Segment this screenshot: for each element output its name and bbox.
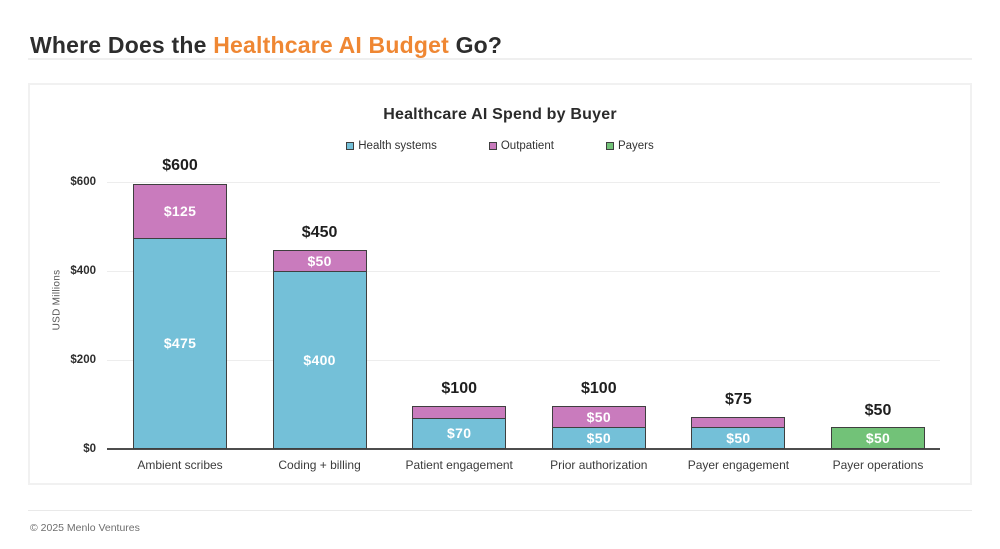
bar-total-label: $100	[581, 379, 617, 397]
y-tick-label: $0	[83, 443, 96, 455]
legend-swatch-icon	[488, 142, 497, 150]
bar-patient-engagement: $70	[412, 406, 507, 449]
segment-value-label: $50	[586, 429, 611, 446]
bar-segment-health-systems: $50	[551, 426, 646, 449]
segment-value-label: $125	[163, 203, 197, 220]
segment-value-label: $50	[726, 429, 751, 446]
bar-payer-engagement: $50	[691, 417, 786, 449]
segment-value-label: $475	[163, 335, 197, 352]
page-title-highlight: Healthcare AI Budget	[213, 32, 449, 59]
chart-legend: Health systems Outpatient Payers	[28, 140, 972, 152]
y-axis-title: USD Millions	[51, 269, 63, 331]
plot-area: $125 $475 $600 Ambient scribes $50 $400 $450 Co…	[107, 157, 940, 472]
gridline-400	[107, 271, 940, 272]
bar-payer-operations: $50	[831, 426, 925, 449]
legend-swatch-icon	[346, 142, 355, 150]
bar-coding-billing: $50 $400	[272, 250, 367, 449]
y-tick-label: $400	[70, 265, 96, 277]
bar-segment-payers: $50	[831, 426, 925, 449]
bar-total-label: $450	[301, 223, 338, 241]
segment-value-label: $400	[303, 352, 336, 368]
bar-total-label: $100	[441, 379, 477, 397]
bar-total-label: $600	[162, 157, 198, 174]
page-title-prefix: Where Does the	[30, 32, 214, 59]
bar-segment-health-systems: $400	[272, 271, 367, 449]
segment-value-label: $50	[586, 409, 611, 426]
segment-value-label: $50	[865, 429, 891, 446]
x-category-label: Ambient scribes	[137, 458, 223, 472]
x-axis-line	[107, 448, 940, 450]
legend-swatch-icon	[605, 142, 614, 150]
bar-segment-outpatient: $50	[551, 406, 646, 429]
legend-label: Outpatient	[500, 140, 554, 152]
footer-copyright: © 2025 Menlo Ventures	[30, 522, 140, 534]
legend-label: Health systems	[358, 140, 437, 152]
x-category-label: Coding + billing	[278, 458, 361, 472]
segment-value-label: $50	[307, 253, 332, 270]
legend-item-outpatient: Outpatient	[488, 140, 554, 152]
legend-item-payers: Payers	[605, 140, 654, 152]
bar-segment-health-systems: $70	[412, 417, 507, 449]
bar-total-label: $75	[725, 390, 752, 408]
page-title: Where Does the Healthcare AI Budget Go?	[30, 32, 502, 59]
x-category-label: Patient engagement	[405, 458, 513, 472]
legend-item-health-systems: Health systems	[346, 140, 437, 152]
y-tick-label: $200	[70, 354, 96, 366]
footer-divider	[28, 510, 972, 511]
header-divider	[28, 58, 972, 60]
bar-ambient-scribes: $125 $475	[133, 183, 227, 449]
gridline-600	[107, 182, 940, 183]
x-category-label: Payer engagement	[687, 458, 790, 472]
gridline-200	[107, 360, 940, 361]
bar-segment-outpatient: $125	[133, 183, 227, 240]
segment-value-label: $70	[447, 425, 472, 442]
bar-prior-authorization: $50 $50	[551, 406, 646, 449]
bar-segment-health-systems: $475	[133, 237, 227, 449]
legend-label: Payers	[617, 140, 654, 152]
x-category-label: Payer operations	[832, 458, 924, 472]
chart-title: Healthcare AI Spend by Buyer	[383, 106, 617, 123]
page-title-suffix: Go?	[448, 32, 503, 59]
x-category-label: Prior authorization	[550, 458, 648, 472]
bar-total-label: $50	[864, 401, 892, 419]
bar-segment-health-systems: $50	[691, 426, 786, 449]
bar-segment-outpatient: $50	[272, 250, 367, 273]
y-tick-label: $600	[70, 176, 96, 188]
